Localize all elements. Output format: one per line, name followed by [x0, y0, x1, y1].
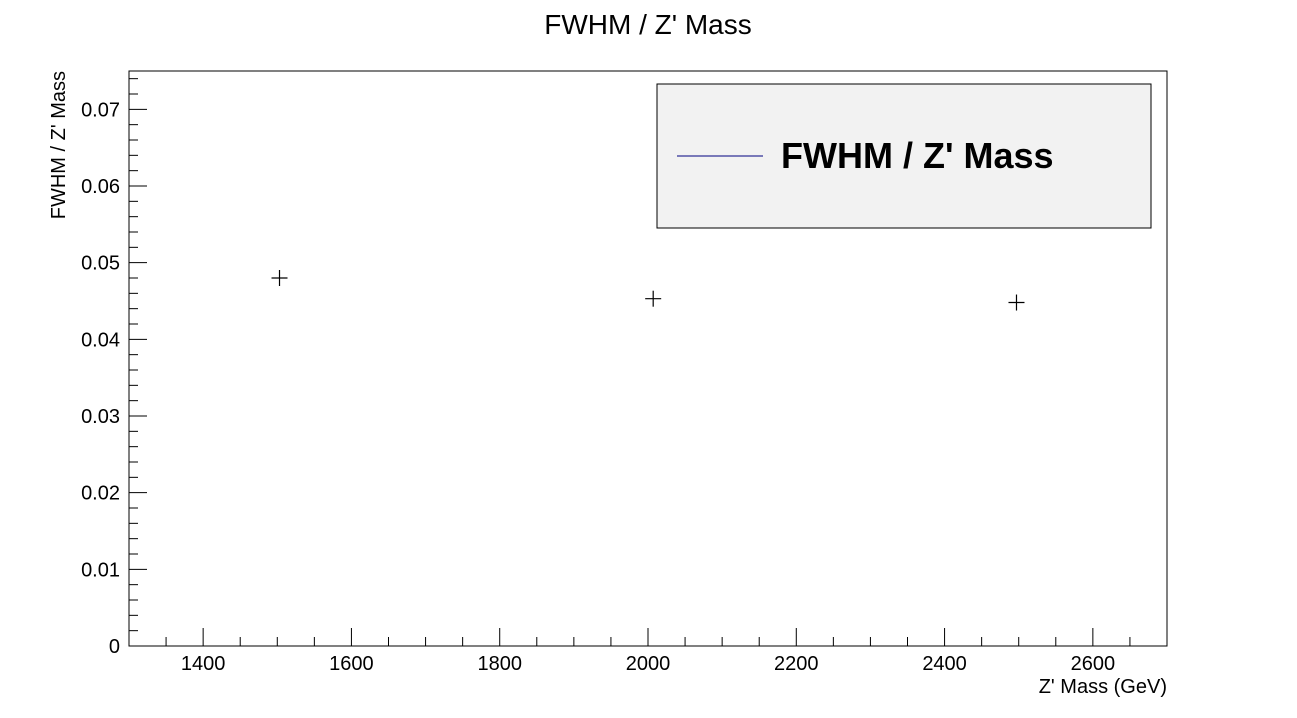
x-tick-label: 2400 [922, 653, 967, 675]
x-tick-label: 1800 [477, 653, 522, 675]
y-tick-label: 0 [109, 636, 120, 658]
y-axis-tick-labels: 0 0.01 0.02 0.03 0.04 0.05 0.06 0.07 [81, 99, 120, 658]
data-point [271, 270, 288, 286]
y-axis-label: FWHM / Z' Mass [48, 71, 70, 219]
x-tick-label: 2200 [774, 653, 819, 675]
data-points [271, 270, 1025, 311]
y-tick-label: 0.06 [81, 176, 120, 198]
legend: FWHM / Z' Mass [656, 83, 1152, 229]
x-axis-ticks [128, 628, 1168, 646]
y-axis-ticks [129, 78, 147, 647]
y-tick-label: 0.01 [81, 559, 120, 581]
y-tick-label: 0.02 [81, 483, 120, 505]
y-tick-label: 0.05 [81, 253, 120, 275]
y-tick-label: 0.03 [81, 406, 120, 428]
data-point [1008, 294, 1025, 311]
x-axis-label: Z' Mass (GeV) [1039, 676, 1167, 698]
chart-title: FWHM / Z' Mass [544, 9, 752, 40]
x-axis-tick-labels: 1400 1600 1800 2000 2200 2400 2600 [181, 653, 1115, 675]
y-tick-label: 0.04 [81, 329, 120, 351]
x-tick-label: 2600 [1071, 653, 1116, 675]
x-tick-label: 1400 [181, 653, 226, 675]
x-tick-label: 1600 [329, 653, 374, 675]
data-point [645, 290, 662, 307]
y-tick-label: 0.07 [81, 99, 120, 121]
x-tick-label: 2000 [626, 653, 671, 675]
legend-entry-label: FWHM / Z' Mass [781, 135, 1054, 176]
